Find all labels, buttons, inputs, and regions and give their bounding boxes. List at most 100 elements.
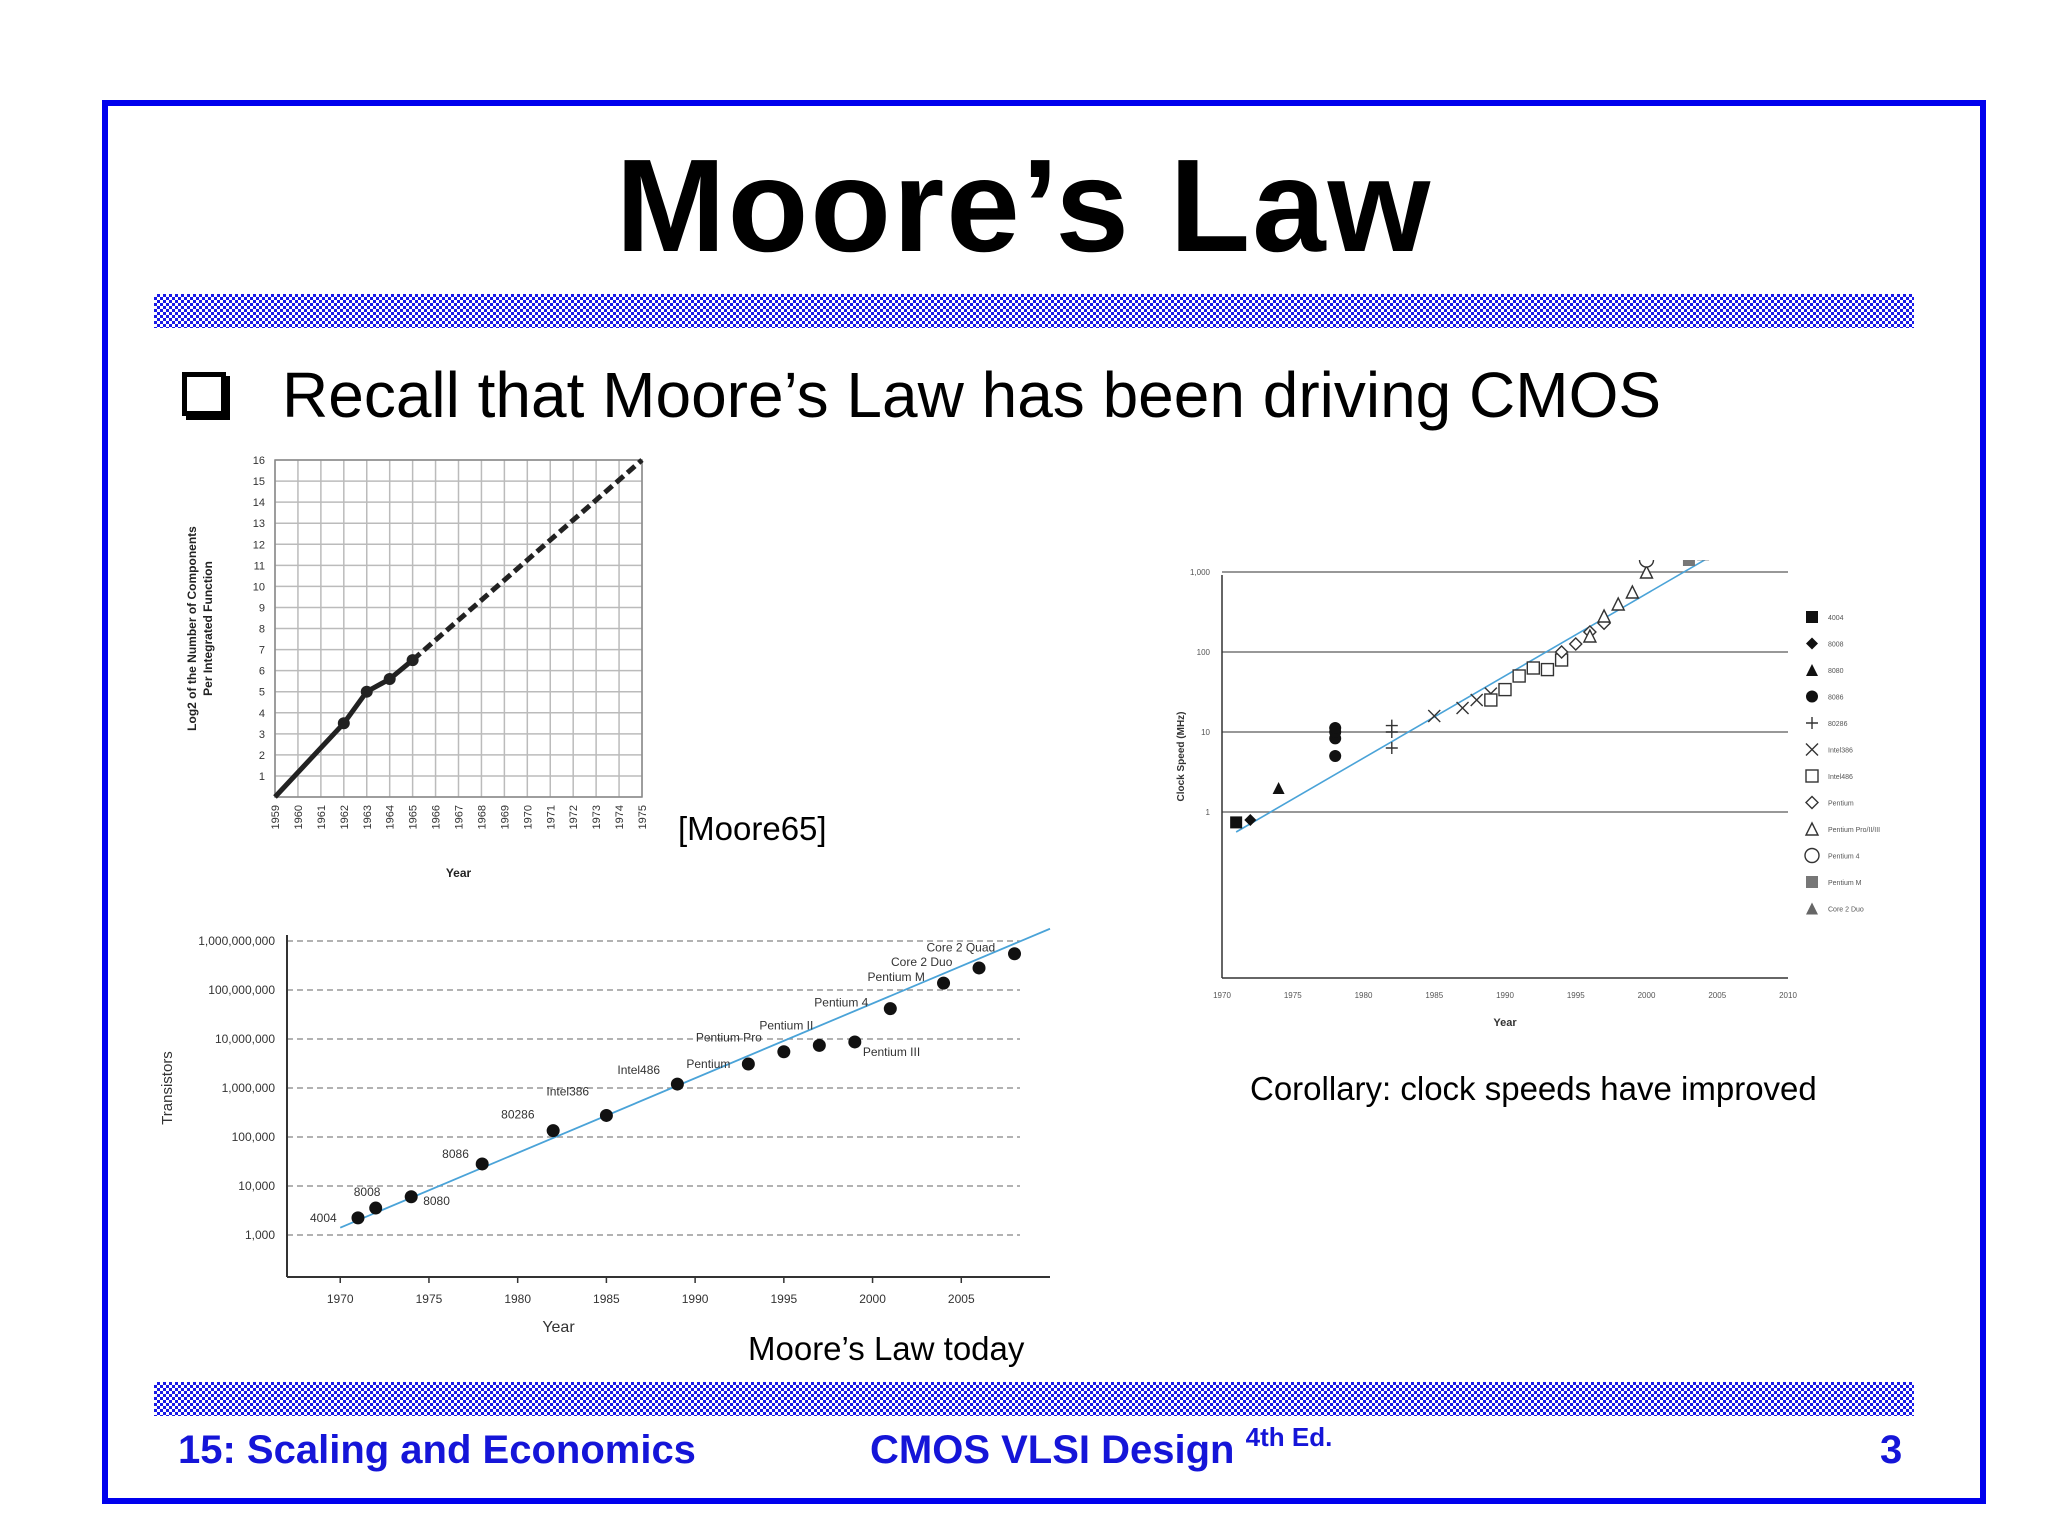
x-tick-label: 1970	[1213, 991, 1231, 1000]
legend-label: Core 2 Duo	[1828, 907, 1864, 914]
x-tick-label: 1959	[270, 805, 282, 829]
clock-point	[1554, 645, 1569, 659]
clock-point	[1385, 719, 1398, 732]
processor-point	[475, 1157, 489, 1171]
footer-book-title: CMOS VLSI Design 4th Ed.	[870, 1422, 1332, 1473]
y-tick-label: 1,000	[245, 1228, 275, 1242]
y-tick-label: 1,000,000	[222, 1081, 276, 1095]
y-tick-label: 10	[253, 581, 265, 593]
processor-point	[741, 1057, 755, 1071]
x-axis-title: Year	[446, 866, 472, 880]
y-tick-label: 100,000,000	[208, 983, 275, 997]
y-axis-title: Log2 of the Number of Components Per Inte…	[185, 526, 215, 731]
x-tick-label: 1965	[408, 805, 420, 829]
y-tick-label: 1,000,000,000	[198, 934, 275, 948]
slide-title: Moore’s Law	[615, 132, 1433, 279]
x-tick-label: 2005	[1708, 991, 1726, 1000]
clock-point	[1329, 722, 1342, 734]
legend-marker	[1806, 690, 1818, 703]
x-tick-label: 1985	[593, 1292, 620, 1306]
x-tick-label: 1985	[1425, 991, 1443, 1000]
processor-point	[883, 1002, 897, 1016]
legend-marker	[1806, 611, 1818, 623]
legend-label: Pentium 4	[1828, 854, 1860, 861]
processor-label: 8086	[442, 1147, 469, 1161]
legend-label: 8080	[1828, 668, 1844, 675]
y-tick-label: 10,000	[238, 1179, 275, 1193]
processor-label: 8008	[354, 1185, 381, 1199]
processor-label: 8080	[423, 1194, 450, 1208]
x-tick-label: 1967	[454, 805, 466, 829]
transistor-count-chart: 1,000 10,000 100,000 1,000,000 10,000,000 100…	[159, 927, 1051, 1336]
y-tick-label: 100,000	[232, 1130, 276, 1144]
legend-marker	[1805, 795, 1819, 810]
y-tick-label: 1	[1206, 808, 1211, 817]
slide-frame	[102, 100, 1986, 1504]
y-tick-label: 1	[259, 771, 265, 783]
checkbox-bullet-icon	[182, 372, 226, 416]
x-tick-label: 2010	[1779, 991, 1797, 1000]
y-tick-label: 10,000,000	[215, 1032, 275, 1046]
processor-label: Intel486	[617, 1063, 660, 1077]
x-tick-label: 1963	[362, 805, 374, 829]
legend-marker	[1805, 743, 1819, 756]
clock-point	[1427, 709, 1441, 723]
clock-point	[1568, 637, 1583, 651]
legend-marker	[1805, 769, 1819, 783]
clock-point	[1512, 669, 1526, 683]
x-tick-label: 1970	[522, 805, 534, 829]
clock-point	[1484, 693, 1498, 707]
clock-point	[1498, 682, 1512, 697]
top-divider-band	[154, 294, 1914, 328]
y-tick-label: 9	[259, 602, 265, 614]
y-tick-label: 8	[259, 624, 265, 636]
processor-point	[777, 1045, 791, 1059]
y-axis-title: Transistors	[159, 1051, 176, 1125]
x-tick-label: 1972	[568, 805, 580, 829]
clock-point	[1272, 782, 1285, 794]
clock-point	[1611, 596, 1626, 611]
clock-point	[1385, 742, 1398, 754]
x-tick-label: 1968	[476, 805, 488, 829]
processor-point	[599, 1108, 613, 1122]
moore65-citation: [Moore65]	[678, 810, 827, 847]
x-tick-label: 2000	[859, 1292, 886, 1306]
processor-point	[972, 961, 986, 975]
x-tick-label: 1980	[1355, 991, 1373, 1000]
x-tick-label: 1960	[293, 805, 305, 829]
processor-point	[1008, 947, 1022, 961]
extrapolated-line	[410, 458, 644, 662]
legend-marker	[1804, 821, 1820, 836]
y-tick-label: 7	[259, 645, 265, 657]
x-tick-label: 1971	[545, 805, 557, 829]
processor-point	[546, 1124, 560, 1138]
clock-point	[1540, 662, 1555, 677]
x-tick-label: 1975	[416, 1292, 443, 1306]
legend-label: Intel486	[1828, 774, 1853, 781]
processor-label: Pentium M	[868, 970, 925, 984]
clock-point	[1526, 661, 1540, 675]
clock-point	[1470, 693, 1484, 707]
x-tick-label: 1966	[431, 805, 443, 829]
footer-book-name: CMOS VLSI Design	[870, 1428, 1235, 1472]
clock-speed-chart: 1101001,00010,00019701975198019851990199…	[1176, 560, 1880, 1029]
processor-point	[351, 1211, 365, 1225]
legend-marker	[1806, 664, 1818, 676]
data-point	[337, 717, 350, 730]
processor-label: Core 2 Quad	[927, 941, 996, 955]
x-tick-label: 1990	[1496, 991, 1514, 1000]
y-tick-label: 5	[259, 687, 265, 699]
legend-marker	[1806, 637, 1818, 650]
x-tick-label: 1973	[591, 805, 603, 829]
x-axis-title: Year	[1493, 1017, 1517, 1029]
x-tick-label: 2005	[948, 1292, 975, 1306]
processor-label: Intel386	[546, 1084, 589, 1098]
x-tick-label: 1962	[339, 805, 351, 829]
processor-label: Pentium III	[863, 1045, 920, 1059]
y-tick-label: 14	[253, 497, 265, 509]
footer-chapter: 15: Scaling and Economics	[178, 1428, 696, 1472]
legend-label: Pentium Pro/II/III	[1828, 827, 1880, 834]
footer-edition: 4th Ed.	[1245, 1422, 1333, 1452]
processor-point	[812, 1038, 826, 1052]
